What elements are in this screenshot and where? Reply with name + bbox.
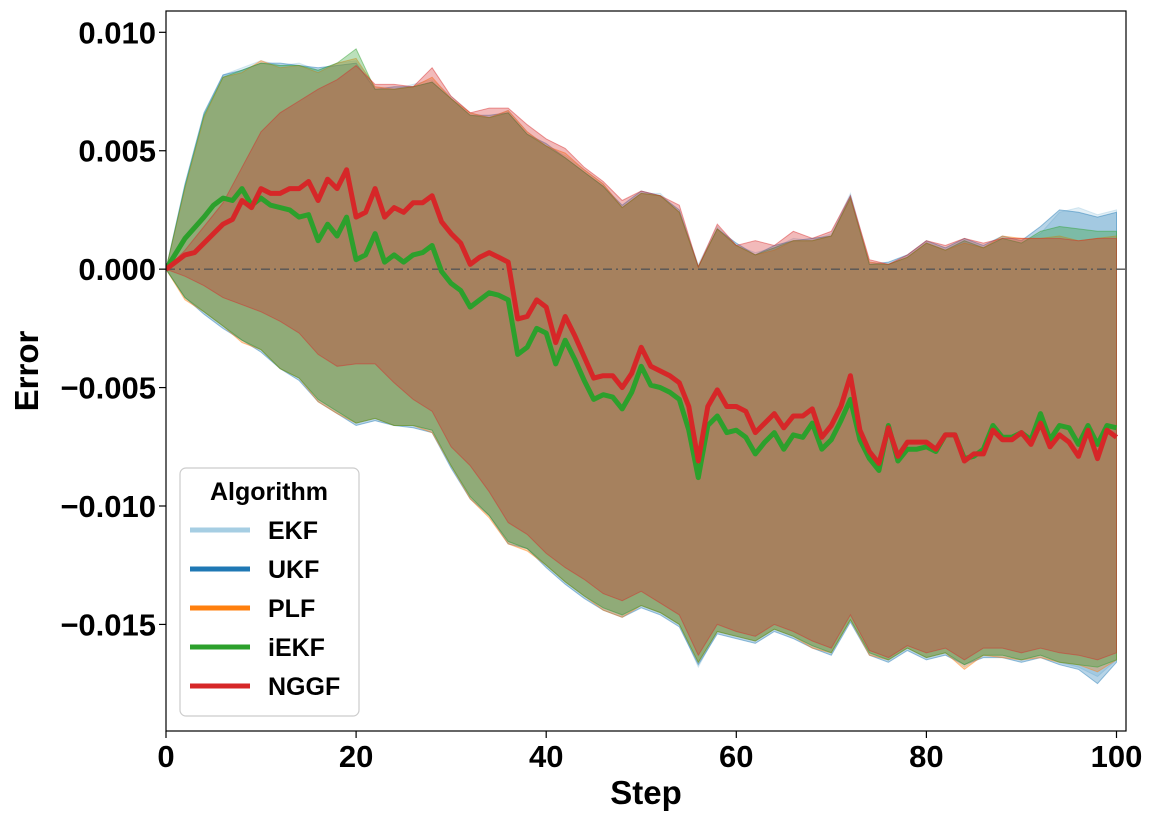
- band-iekf: [166, 48, 1117, 668]
- x-tick-label: 100: [1091, 739, 1143, 774]
- x-axis: 0 20 40 60 80 100: [157, 731, 1142, 774]
- legend-label-iekf: iEKF: [268, 634, 325, 662]
- legend-label-plf: PLF: [268, 595, 315, 623]
- series-line-nggf: [166, 167, 1118, 466]
- x-tick-label: 60: [719, 739, 753, 774]
- legend-label-ukf: UKF: [268, 556, 319, 584]
- y-tick-label: −0.005: [60, 371, 156, 406]
- y-tick-label: −0.010: [60, 489, 156, 524]
- x-tick-label: 80: [909, 739, 943, 774]
- x-tick-label: 40: [529, 739, 563, 774]
- y-axis-title: Error: [8, 330, 45, 411]
- legend-label-nggf: NGGF: [268, 673, 340, 701]
- y-tick-label: 0.000: [78, 252, 156, 287]
- x-tick-label: 20: [339, 739, 373, 774]
- x-axis-title: Step: [610, 774, 682, 811]
- plot-frame: [165, 10, 1127, 732]
- y-tick-label: 0.005: [78, 134, 156, 169]
- legend-title: Algorithm: [210, 478, 328, 506]
- y-tick-label: 0.010: [78, 15, 156, 50]
- legend: Algorithm EKF UKF PLF iEKF NGGF: [179, 467, 360, 717]
- x-tick-label: 0: [157, 739, 174, 774]
- series-lines: [166, 167, 1118, 481]
- y-tick-label: −0.015: [60, 607, 156, 642]
- legend-label-ekf: EKF: [268, 517, 318, 545]
- y-axis: 0.010 0.005 0.000 −0.005 −0.010 −0.015: [60, 15, 166, 642]
